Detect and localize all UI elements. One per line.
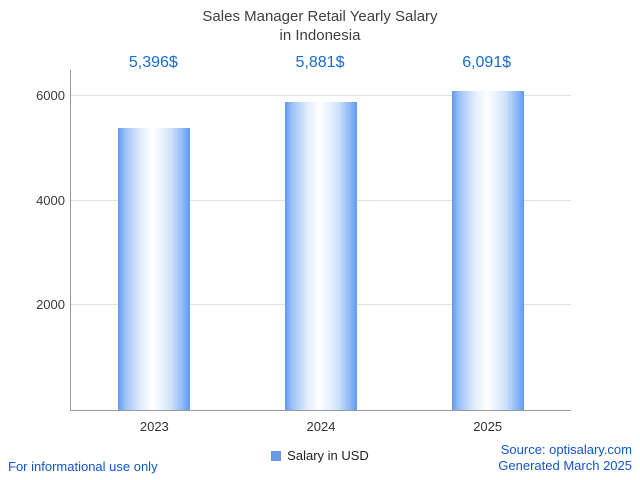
- source-block: Source: optisalary.com Generated March 2…: [498, 442, 632, 475]
- legend: Salary in USD: [0, 448, 640, 463]
- disclaimer-text: For informational use only: [8, 459, 158, 474]
- chart-title-line1: Sales Manager Retail Yearly Salary: [202, 8, 438, 25]
- bar-value-label: 6,091$: [462, 54, 512, 71]
- bar-value-label: 5,881$: [295, 54, 345, 71]
- y-axis-tick-label: 4000: [36, 192, 65, 208]
- bar[interactable]: [285, 102, 357, 410]
- y-axis-tick-label: 2000: [36, 297, 65, 313]
- gridline: [71, 95, 571, 97]
- value-labels-layer: 5,396$ 5,881$ 6,091$: [70, 54, 570, 74]
- bar[interactable]: [451, 91, 524, 410]
- plot-area: 2000 4000 6000 2023 2024 2025: [36, 70, 571, 434]
- x-axis-label: 2025: [473, 419, 503, 434]
- generated-text: Generated March 2025: [498, 457, 632, 473]
- bar[interactable]: [118, 127, 191, 410]
- x-axis-label: 2023: [139, 419, 169, 434]
- legend-swatch-icon: [271, 450, 282, 461]
- legend-label: Salary in USD: [287, 448, 369, 463]
- source-link[interactable]: Source: optisalary.com: [500, 441, 632, 457]
- chart-title-line2: in Indonesia: [279, 26, 361, 44]
- y-axis-tick-label: 6000: [36, 88, 65, 104]
- bar-value-label: 5,396$: [128, 54, 178, 71]
- x-axis-label: 2024: [306, 419, 336, 434]
- chart-title: Sales Manager Retail Yearly Salary in In…: [0, 8, 640, 46]
